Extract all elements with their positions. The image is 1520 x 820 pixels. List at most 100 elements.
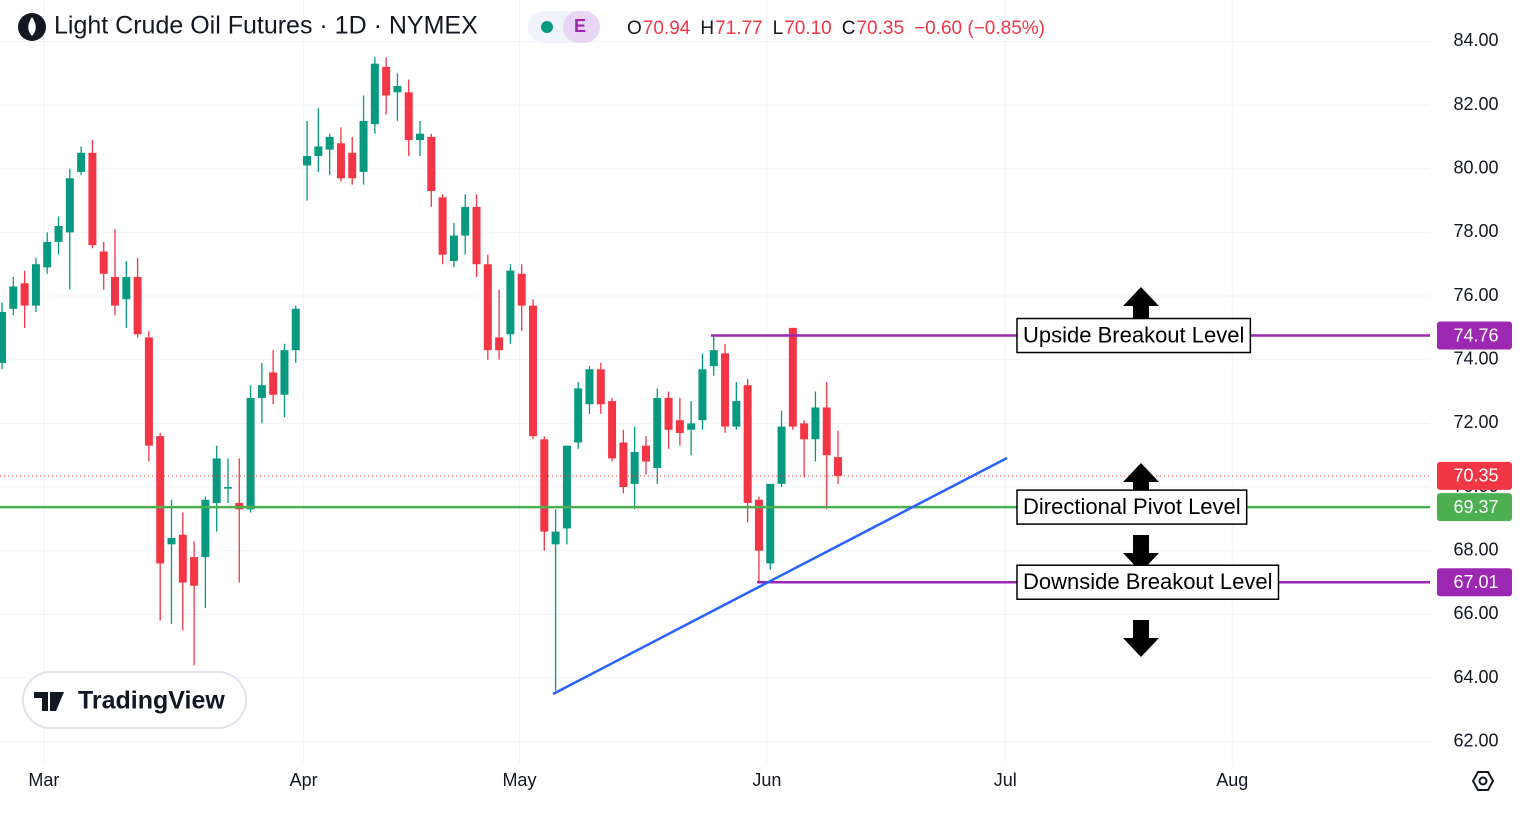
candle-body <box>65 178 74 233</box>
price-axis: 62.0064.0066.0068.0070.0072.0074.0076.00… <box>1437 30 1512 750</box>
y-tick-label: 76.00 <box>1453 285 1498 305</box>
candle-body <box>43 241 52 268</box>
logo: TradingView <box>22 671 247 729</box>
candle-body <box>382 66 391 96</box>
candle-body <box>246 397 255 510</box>
candle-body <box>325 136 334 150</box>
x-tick-label: Apr <box>290 770 318 790</box>
candle-body <box>144 337 153 446</box>
candle-body <box>506 270 515 335</box>
candle-body <box>0 311 7 363</box>
level-name: Upside Breakout Level <box>1023 322 1244 347</box>
candle-body <box>359 120 368 172</box>
ohlc-label: O <box>627 18 642 39</box>
settings-dot[interactable] <box>1478 776 1488 786</box>
y-tick-label: 74.00 <box>1453 348 1498 368</box>
x-tick-label: May <box>502 770 536 790</box>
arrow-down <box>1123 535 1159 572</box>
level-value: 69.37 <box>1453 497 1498 517</box>
candle-body <box>529 305 538 437</box>
logo-mark <box>34 692 64 711</box>
arrow-up <box>1123 463 1159 500</box>
level-box <box>1016 317 1252 354</box>
candle-body <box>721 353 730 427</box>
candle-body <box>698 369 707 421</box>
candle-body <box>619 442 628 488</box>
y-tick-label: 62.00 <box>1453 730 1498 750</box>
candle-body <box>303 155 312 166</box>
candle-body <box>754 499 763 551</box>
candle-body <box>314 146 323 156</box>
badge-e-bg <box>563 11 600 43</box>
candle-body <box>687 423 696 430</box>
candle-body <box>31 264 40 306</box>
candle-body <box>393 85 402 93</box>
candle-body <box>574 388 583 443</box>
candle-body <box>348 152 357 179</box>
level-value: 74.76 <box>1453 325 1498 345</box>
candle-body <box>562 445 571 529</box>
ohlc-label: H <box>700 18 714 39</box>
candle-body <box>596 369 605 405</box>
level-box <box>1016 489 1248 525</box>
candle-body <box>54 226 63 242</box>
ohlc: O 70.94 H 71.77 L 70.10 C 70.35 −0.60 (−0.85%) <box>627 18 1045 39</box>
arrow-up <box>1123 287 1159 325</box>
candle-body <box>461 206 470 236</box>
status-dot <box>541 21 553 33</box>
candle-body <box>653 397 662 468</box>
candle-body <box>743 385 752 503</box>
ohlc-value: 70.35 <box>856 18 904 39</box>
brand: TradingView <box>78 687 225 715</box>
candle-body <box>777 426 786 484</box>
ohlc-value: 70.94 <box>643 18 691 39</box>
candle-body <box>291 308 300 351</box>
y-tick-label: 64.00 <box>1453 667 1498 687</box>
last-price-tag <box>1437 461 1512 490</box>
candle-body <box>416 133 425 141</box>
candle-body <box>156 436 165 564</box>
y-tick-label: 80.00 <box>1453 157 1498 177</box>
trend-line <box>552 456 1008 696</box>
badge: E <box>574 16 586 36</box>
candle-body <box>370 63 379 125</box>
candle-body <box>201 499 210 558</box>
candle-body <box>675 420 684 433</box>
level-name: Directional Pivot Level <box>1023 494 1241 519</box>
ohlc-value: 71.77 <box>715 18 763 39</box>
y-tick-label: 84.00 <box>1453 30 1498 50</box>
candle-body <box>77 152 86 172</box>
y-tick-label: 72.00 <box>1453 412 1498 432</box>
candle-body <box>483 264 492 351</box>
level-tag <box>1437 493 1512 522</box>
candle-body <box>766 483 775 564</box>
y-tick-label: 66.00 <box>1453 603 1498 623</box>
candle-body <box>111 276 120 306</box>
arrow-down <box>1123 620 1159 657</box>
candle-body <box>438 197 447 255</box>
candle-body <box>822 407 831 456</box>
candle-body <box>223 487 232 489</box>
candle-body <box>709 350 718 367</box>
annotations: Upside Breakout Level Directional Pivot L… <box>1016 317 1280 600</box>
candle-body <box>788 327 797 427</box>
x-tick-label: Mar <box>28 770 59 790</box>
settings-hex[interactable] <box>1471 771 1495 791</box>
candle-body <box>495 337 504 351</box>
arrows <box>1123 287 1159 657</box>
candle-body <box>630 452 639 484</box>
symbol-icon-drop <box>28 17 36 36</box>
level-box <box>1016 564 1280 600</box>
x-tick-label: Aug <box>1216 770 1248 790</box>
candle-body <box>336 143 345 179</box>
settings-icon[interactable] <box>1471 771 1495 791</box>
y-tick-label: 82.00 <box>1453 94 1498 114</box>
time-axis: Mar Apr May Jun Jul Aug <box>28 770 1248 790</box>
candle-body <box>641 445 650 462</box>
ohlc-value: 70.10 <box>784 18 832 39</box>
candle-body <box>834 457 843 476</box>
level-tag <box>1437 568 1512 597</box>
level-value: 67.01 <box>1453 572 1498 592</box>
